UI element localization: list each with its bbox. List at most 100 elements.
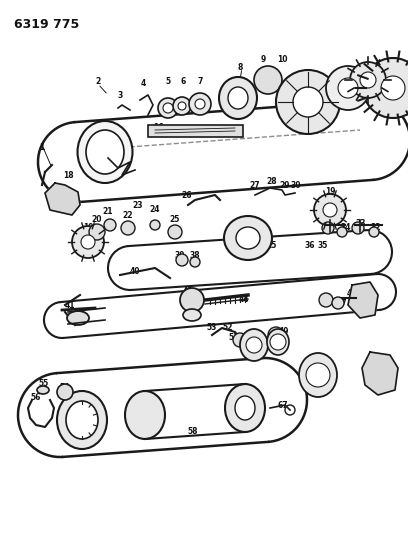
Text: 53: 53 [207,324,217,333]
Circle shape [293,87,323,117]
Text: 40: 40 [130,268,140,277]
Circle shape [89,224,105,240]
Text: 57: 57 [85,425,95,434]
Text: 16: 16 [153,124,163,133]
Text: 14: 14 [308,91,318,100]
Polygon shape [348,282,378,318]
Text: 5: 5 [165,77,171,86]
Circle shape [350,62,386,98]
Ellipse shape [224,216,272,260]
Circle shape [173,97,191,115]
Text: 25: 25 [267,240,277,249]
Text: 60: 60 [269,329,279,338]
Text: 62: 62 [317,389,327,398]
Ellipse shape [125,391,165,439]
Text: 37: 37 [243,244,253,253]
Text: 23: 23 [133,200,143,209]
Circle shape [363,58,408,118]
Text: 67: 67 [278,400,288,409]
Ellipse shape [78,121,133,183]
Ellipse shape [219,77,257,119]
Text: 17: 17 [105,143,115,152]
Text: 38: 38 [190,252,200,261]
Circle shape [121,221,135,235]
Text: 6319 775: 6319 775 [14,18,79,31]
Ellipse shape [225,384,265,432]
Text: 3: 3 [118,91,123,100]
Circle shape [276,70,340,134]
Text: 7: 7 [197,77,203,86]
Text: 43: 43 [187,311,197,319]
Circle shape [338,78,358,98]
Text: 26: 26 [182,191,192,200]
Ellipse shape [86,130,124,174]
Text: 19: 19 [325,188,335,197]
Circle shape [158,98,178,118]
Circle shape [270,334,286,350]
Text: 22: 22 [123,211,133,220]
Ellipse shape [267,329,289,355]
Ellipse shape [57,391,107,449]
Circle shape [150,220,160,230]
Text: 45: 45 [347,288,357,297]
Text: 33: 33 [356,220,366,229]
Circle shape [322,222,334,234]
Polygon shape [45,183,80,215]
Text: 48: 48 [321,294,331,303]
Circle shape [190,257,200,267]
Text: 13: 13 [343,76,353,85]
Text: 15: 15 [237,110,247,119]
Text: 61: 61 [313,376,323,384]
Circle shape [250,334,262,346]
Text: 51: 51 [229,334,239,343]
Ellipse shape [183,309,201,321]
Text: 19: 19 [83,223,93,232]
Circle shape [360,72,376,88]
Text: 29: 29 [280,181,290,190]
Text: 28: 28 [267,177,277,187]
Text: 8: 8 [237,62,243,71]
Text: 9: 9 [260,55,266,64]
Text: 42: 42 [183,287,193,296]
Circle shape [195,99,205,109]
Circle shape [337,227,347,237]
Ellipse shape [299,353,337,397]
Text: 58: 58 [188,427,198,437]
Circle shape [189,93,211,115]
Text: 39: 39 [175,251,185,260]
Text: 1: 1 [40,143,44,152]
Circle shape [246,337,262,353]
Text: 21: 21 [103,207,113,216]
Text: 20: 20 [92,215,102,224]
Circle shape [178,102,186,110]
Circle shape [81,235,95,249]
Ellipse shape [235,396,255,420]
Text: 59: 59 [249,334,259,343]
Circle shape [268,327,284,343]
Text: 63: 63 [380,364,390,373]
Text: 31: 31 [320,214,330,222]
Circle shape [352,222,364,234]
Text: 10: 10 [277,55,287,64]
Circle shape [57,384,73,400]
Circle shape [163,103,173,113]
Circle shape [168,225,182,239]
Text: 6: 6 [180,77,186,86]
Circle shape [306,363,330,387]
Text: 46: 46 [363,293,373,302]
Circle shape [332,297,344,309]
Text: 34: 34 [341,223,351,232]
Text: 35: 35 [318,240,328,249]
Text: 56: 56 [31,393,41,402]
Polygon shape [362,352,398,395]
FancyBboxPatch shape [148,125,243,137]
Ellipse shape [228,87,248,109]
Circle shape [233,333,247,347]
Text: 50: 50 [239,337,249,346]
Text: 12: 12 [361,70,371,79]
Circle shape [314,194,346,226]
Circle shape [254,66,282,94]
Ellipse shape [236,227,260,249]
Text: 2: 2 [95,77,101,86]
Circle shape [72,226,104,258]
